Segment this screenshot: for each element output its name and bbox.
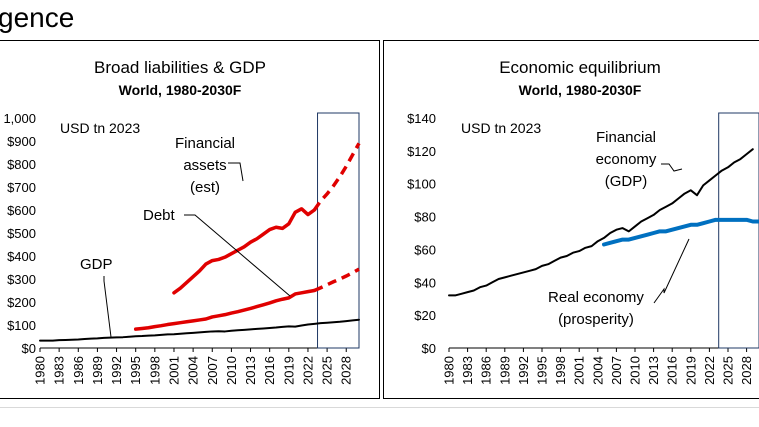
y-tick-label: $40 bbox=[414, 275, 436, 290]
debt-forecast-line bbox=[313, 267, 360, 293]
forecast-period-box bbox=[718, 112, 759, 349]
broad-liabilities-chart: Broad liabilities & GDP World, 1980-2030… bbox=[3, 58, 361, 385]
x-tick-label: 2010 bbox=[224, 356, 239, 385]
financial-economy-gdp-line bbox=[448, 148, 754, 297]
annotation-label: (GDP) bbox=[605, 173, 648, 190]
y-tick-label: $700 bbox=[7, 180, 36, 195]
annotation-leader-line bbox=[653, 238, 690, 304]
x-tick-label: 2010 bbox=[628, 356, 643, 385]
x-tick-label: 1998 bbox=[553, 356, 568, 385]
x-tick-label: 2004 bbox=[590, 356, 605, 385]
y-tick-label: $400 bbox=[7, 249, 36, 264]
broad-liabilities-chart-panel: Broad liabilities & GDP World, 1980-2030… bbox=[0, 40, 380, 399]
economic-equilibrium-chart: Economic equilibrium World, 1980-2030F U… bbox=[407, 58, 759, 385]
x-tick-label: 1992 bbox=[516, 356, 531, 385]
x-tick-label: 2001 bbox=[166, 356, 181, 385]
annotation-label: GDP bbox=[80, 256, 113, 273]
chart-title: Economic equilibrium bbox=[499, 58, 661, 77]
x-tick-label: 1983 bbox=[52, 356, 67, 385]
x-tick-label: 1986 bbox=[479, 356, 494, 385]
debt-line bbox=[133, 288, 317, 331]
x-tick-label: 2019 bbox=[281, 356, 296, 385]
x-tick-label: 2025 bbox=[721, 356, 736, 385]
x-tick-label: 1995 bbox=[535, 356, 550, 385]
x-tick-label: 2007 bbox=[609, 356, 624, 385]
y-tick-label: $800 bbox=[7, 157, 36, 172]
y-tick-label: $500 bbox=[7, 226, 36, 241]
chart-subtitle: World, 1980-2030F bbox=[119, 82, 242, 98]
annotation-label: assets bbox=[183, 157, 226, 174]
y-tick-label: $0 bbox=[22, 341, 36, 356]
chart-subtitle: World, 1980-2030F bbox=[519, 82, 642, 98]
x-tick-label: 2019 bbox=[683, 356, 698, 385]
x-tick-label: 2013 bbox=[646, 356, 661, 385]
y-tick-label: $0 bbox=[422, 341, 436, 356]
y-tick-label: $120 bbox=[407, 144, 436, 159]
x-tick-label: 2001 bbox=[572, 356, 587, 385]
x-tick-label: 2016 bbox=[262, 356, 277, 385]
y-tick-label: $60 bbox=[414, 242, 436, 257]
annotation-label: Real economy bbox=[548, 289, 644, 306]
y-tick-label: $80 bbox=[414, 210, 436, 225]
y-tick-label: $100 bbox=[407, 177, 436, 192]
x-tick-label: 1986 bbox=[71, 356, 86, 385]
x-tick-label: 1980 bbox=[442, 356, 457, 385]
x-tick-label: 1998 bbox=[147, 356, 162, 385]
forecast-period-box bbox=[317, 112, 360, 349]
unit-label: USD tn 2023 bbox=[60, 120, 140, 136]
annotation-label: (prosperity) bbox=[558, 311, 634, 328]
x-tick-label: 2022 bbox=[300, 356, 315, 385]
y-tick-label: $900 bbox=[7, 134, 36, 149]
x-tick-label: 2028 bbox=[339, 356, 354, 385]
x-tick-label: 1989 bbox=[90, 356, 105, 385]
y-tick-label: $200 bbox=[7, 295, 36, 310]
unit-label: USD tn 2023 bbox=[461, 120, 541, 136]
annotation-leader-line bbox=[228, 162, 244, 182]
x-tick-label: 1992 bbox=[109, 356, 124, 385]
bottom-divider bbox=[0, 407, 759, 408]
x-tick-label: 2016 bbox=[665, 356, 680, 385]
x-tick-label: 2013 bbox=[243, 356, 258, 385]
x-tick-label: 2028 bbox=[739, 356, 754, 385]
x-tick-label: 2022 bbox=[702, 356, 717, 385]
financial-assets-est-forecast-line bbox=[312, 142, 361, 211]
economic-equilibrium-chart-panel: Economic equilibrium World, 1980-2030F U… bbox=[383, 40, 759, 399]
y-tick-label: $600 bbox=[7, 203, 36, 218]
y-tick-label: $20 bbox=[414, 308, 436, 323]
annotation-leader-line bbox=[661, 163, 683, 172]
y-tick-label: $140 bbox=[407, 111, 436, 126]
annotation-label: (est) bbox=[190, 179, 220, 196]
annotation-leader-line bbox=[103, 276, 112, 338]
x-tick-label: 2025 bbox=[320, 356, 335, 385]
chart-title: Broad liabilities & GDP bbox=[94, 58, 266, 77]
annotation-leader-line bbox=[184, 214, 291, 297]
gdp-line bbox=[39, 318, 360, 342]
y-tick-label: $100 bbox=[7, 318, 36, 333]
annotation-label: Debt bbox=[143, 207, 176, 224]
annotation-label: economy bbox=[596, 151, 657, 168]
x-tick-label: 1980 bbox=[33, 356, 48, 385]
annotation-label: Financial bbox=[596, 129, 656, 146]
real-economy-prosperity-line bbox=[602, 217, 759, 247]
x-tick-label: 2004 bbox=[186, 356, 201, 385]
x-tick-label: 1983 bbox=[460, 356, 475, 385]
annotation-label: Financial bbox=[175, 135, 235, 152]
x-tick-label: 1995 bbox=[128, 356, 143, 385]
y-tick-label: 1,000 bbox=[3, 111, 36, 126]
financial-assets-est-line bbox=[172, 207, 317, 295]
page-heading: gence bbox=[0, 2, 75, 33]
x-tick-label: 2007 bbox=[205, 356, 220, 385]
y-tick-label: $300 bbox=[7, 272, 36, 287]
x-tick-label: 1989 bbox=[497, 356, 512, 385]
